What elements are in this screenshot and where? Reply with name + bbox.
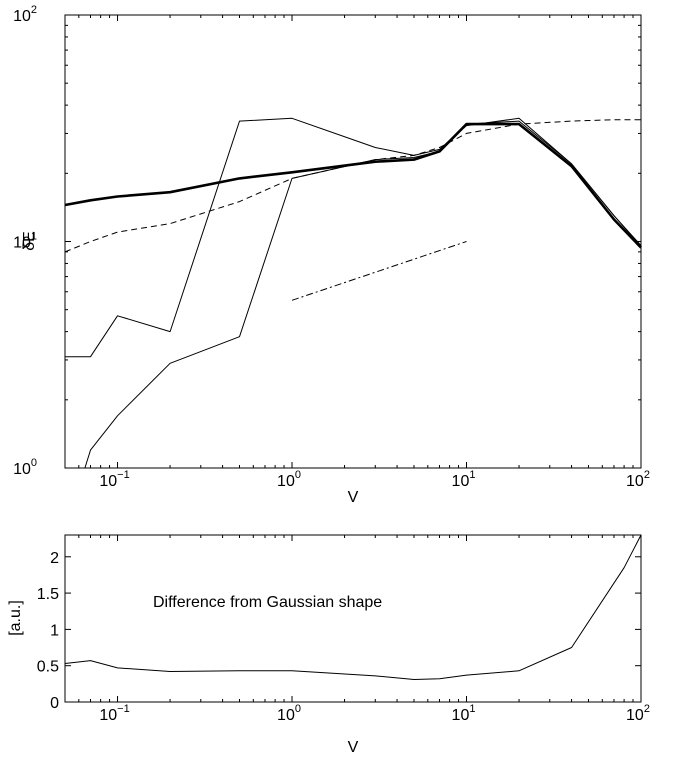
top-plot-frame — [64, 14, 642, 469]
top-x-axis-label: V — [348, 489, 359, 506]
bottom-y-tick-label: 2 — [50, 550, 59, 567]
top-series-line-2 — [64, 119, 641, 253]
bottom-y-ticks: 0 0.5 1 1.5 2 — [37, 550, 641, 712]
top-x-tick-label: 101 — [452, 469, 476, 490]
top-series-group — [64, 117, 642, 469]
top-series-line-1 — [64, 122, 642, 249]
bottom-x-tick-label: 100 — [277, 703, 301, 724]
bottom-series-group — [64, 534, 642, 680]
bottom-y-tick-label: 0.5 — [37, 659, 59, 676]
bottom-y-tick-label: 1.5 — [37, 586, 59, 603]
bottom-y-tick-label: 0 — [50, 695, 59, 712]
top-x-tick-label: 100 — [277, 469, 301, 490]
top-y-tick-label: 102 — [13, 4, 37, 25]
top-y-tick-label: 100 — [13, 457, 37, 478]
top-y-ticks: 100 101 102 — [13, 4, 641, 478]
top-series-line-5 — [291, 241, 467, 301]
bottom-x-axis-label: V — [348, 739, 359, 756]
top-y-tick-label: 101 — [13, 231, 37, 252]
bottom-annotation: Difference from Gaussian shape — [153, 594, 382, 611]
bottom-x-tick-label: 102 — [626, 703, 650, 724]
bottom-plot: 10−1 100 101 102 0 0.5 1 1.5 2 Difference from … — [7, 534, 650, 756]
bottom-plot-frame — [64, 534, 642, 703]
bottom-series-line-1 — [64, 534, 642, 680]
top-x-tick-label: 10−1 — [99, 469, 129, 490]
bottom-x-tick-label: 10−1 — [99, 703, 129, 724]
bottom-x-ticks: 10−1 100 101 102 — [64, 535, 650, 724]
top-y-axis-label: δE — [21, 231, 38, 251]
top-plot: 10−1 100 101 102 100 101 102 V δE — [13, 4, 650, 506]
top-series-line-4 — [84, 120, 642, 469]
bottom-y-axis-label: [a.u.] — [7, 600, 24, 636]
bottom-y-tick-label: 1 — [50, 622, 59, 639]
bottom-x-tick-label: 101 — [452, 703, 476, 724]
top-x-ticks: 10−1 100 101 102 — [64, 15, 650, 490]
top-x-tick-label: 102 — [626, 469, 650, 490]
